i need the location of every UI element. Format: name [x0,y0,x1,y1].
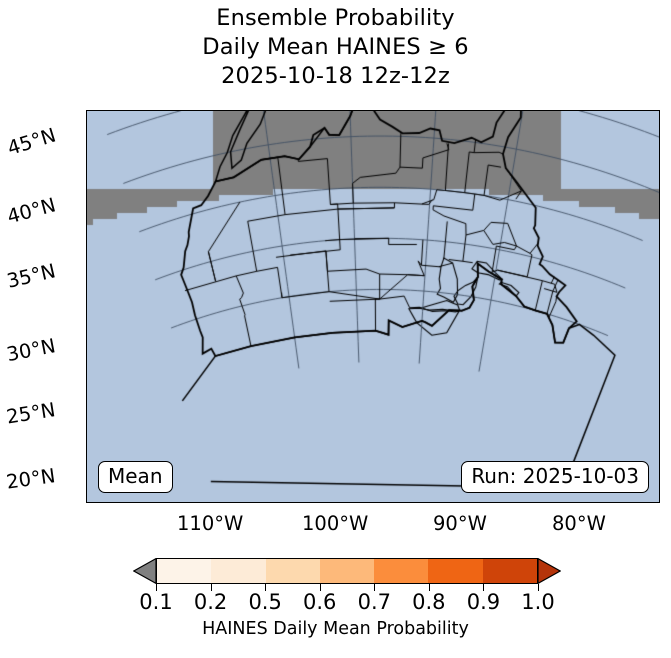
title-line-3: 2025-10-18 12z-12z [221,63,450,89]
colorbar-under-arrow [133,558,156,584]
member-label-text: Mean [108,464,163,488]
colorbar-tick-label-1.0: 1.0 [521,590,555,614]
lon-tick-label-80: 80°W [552,512,606,535]
colorbar-tick-label-0.2: 0.2 [193,590,228,614]
colorbar-tick-0.1 [156,584,157,591]
lat-tick-label-25: 25°N [4,398,57,429]
lat-tick-label-45: 45°N [4,123,59,160]
model-run-label-box: Run: 2025-10-03 [461,461,649,493]
colorbar-tick-0.8 [428,584,430,591]
title-line-2: Daily Mean HAINES ≥ 6 [202,34,469,60]
lat-tick-label-40: 40°N [4,193,59,229]
colorbar-tick-0.7 [374,584,376,591]
colorbar-tick-0.5 [265,584,267,591]
colorbar-tick-label-0.7: 0.7 [357,590,391,614]
colorbar-segment-6 [482,559,537,583]
colorbar-segment-2 [265,559,320,583]
figure-title: Ensemble Probability Daily Mean HAINES ≥… [0,4,671,91]
member-label-box: Mean [98,461,173,493]
map-panel: Mean Run: 2025-10-03 [86,110,660,503]
colorbar-segment-4 [374,559,429,583]
colorbar-title: HAINES Daily Mean Probability [202,619,469,639]
colorbar [133,558,561,584]
colorbar-tick-0.9 [483,584,485,591]
colorbar-tick-label-0.5: 0.5 [248,590,282,614]
probability-heatmap-canvas [87,111,659,502]
colorbar-segment-0 [157,559,212,583]
model-run-label-text: Run: 2025-10-03 [471,464,639,488]
lat-tick-label-35: 35°N [4,259,58,293]
colorbar-segments [156,558,538,584]
title-line-1: Ensemble Probability [216,5,455,31]
colorbar-segment-1 [211,559,266,583]
colorbar-tick-0.6 [319,584,321,591]
lon-tick-label-90: 90°W [433,512,487,535]
colorbar-over-arrow [538,558,561,584]
colorbar-tick-label-0.8: 0.8 [412,590,446,614]
colorbar-tick-0.2 [210,584,212,591]
colorbar-segment-5 [428,559,483,583]
colorbar-tick-label-0.6: 0.6 [303,590,337,614]
lat-tick-label-30: 30°N [4,334,58,367]
lon-tick-label-110: 110°W [177,512,244,535]
colorbar-tick-1.0 [538,584,539,591]
colorbar-tick-label-0.1: 0.1 [139,590,173,614]
colorbar-tick-label-0.9: 0.9 [466,590,501,614]
lat-tick-label-20: 20°N [4,464,57,494]
colorbar-segment-3 [319,559,375,583]
lon-tick-label-100: 100°W [302,512,369,535]
